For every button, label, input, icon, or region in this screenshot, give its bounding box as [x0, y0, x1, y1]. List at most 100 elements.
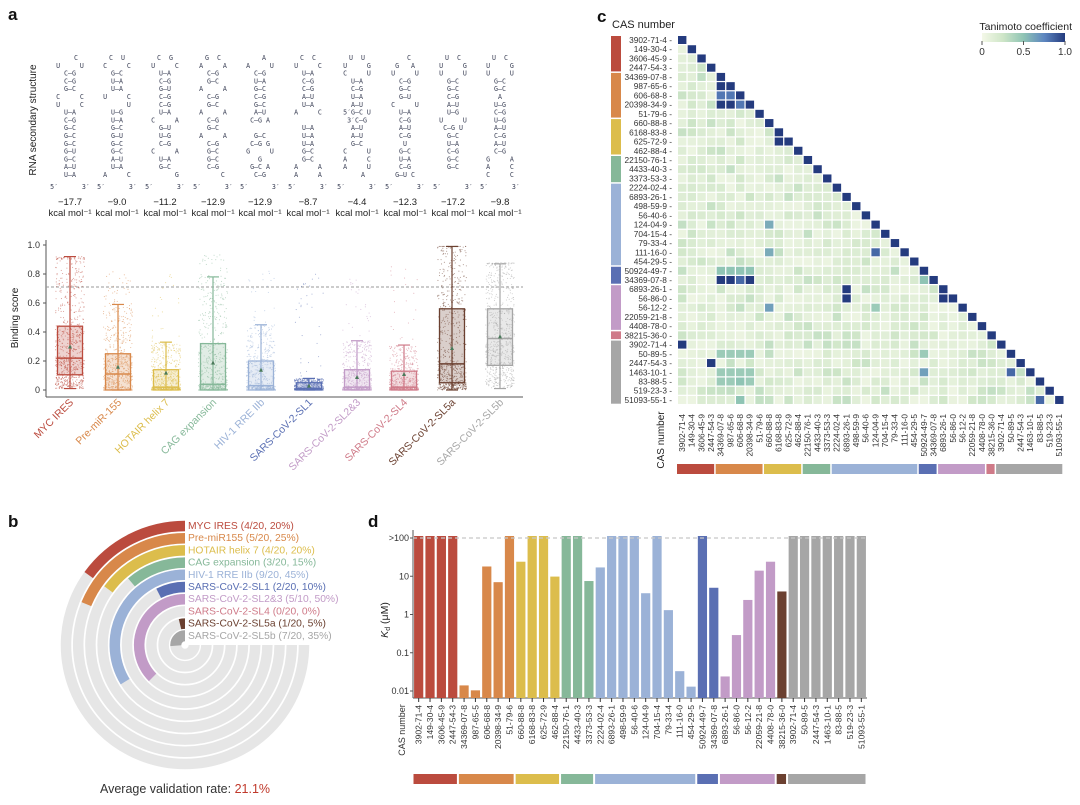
score-point — [364, 344, 367, 346]
score-point — [74, 376, 76, 378]
score-point — [270, 354, 272, 356]
score-point — [350, 346, 352, 348]
score-point — [103, 310, 105, 312]
score-point — [367, 365, 369, 367]
score-point — [359, 352, 361, 354]
score-point — [300, 380, 302, 382]
score-point — [123, 335, 125, 337]
score-point — [301, 285, 303, 288]
score-point — [342, 388, 344, 390]
score-point — [64, 330, 66, 332]
score-point — [274, 369, 276, 371]
rna-base-row: U–G — [494, 101, 506, 109]
score-point — [61, 281, 63, 283]
score-point — [56, 387, 58, 389]
score-point — [246, 356, 248, 358]
score-point — [178, 335, 180, 337]
score-point — [75, 271, 77, 273]
score-point — [355, 279, 357, 281]
score-point — [108, 282, 110, 284]
score-point — [63, 310, 65, 312]
score-point — [123, 322, 125, 324]
score-point — [77, 316, 79, 318]
score-point — [211, 258, 213, 261]
score-point — [78, 376, 80, 378]
score-point — [217, 303, 219, 306]
score-point — [257, 346, 260, 348]
score-point — [55, 383, 57, 385]
score-point — [179, 389, 182, 391]
score-point — [79, 384, 81, 386]
score-point — [359, 335, 361, 337]
rna-base-row: U–A — [111, 163, 123, 171]
score-point — [109, 344, 111, 346]
score-point — [156, 351, 158, 354]
score-point — [115, 326, 117, 328]
score-point — [266, 353, 268, 355]
score-point — [122, 331, 124, 333]
score-point — [305, 370, 308, 372]
score-point — [370, 348, 372, 350]
score-point — [74, 362, 76, 364]
score-point — [263, 333, 265, 335]
score-point — [365, 304, 367, 306]
score-point — [362, 353, 364, 355]
score-point — [73, 277, 75, 279]
score-point — [171, 349, 173, 351]
score-point — [269, 349, 271, 351]
score-point — [171, 354, 173, 356]
y-tick-label: 1.0 — [27, 240, 40, 250]
score-point — [207, 292, 209, 294]
score-point — [160, 361, 162, 363]
score-point — [77, 331, 79, 333]
score-point — [203, 322, 205, 324]
rna-base-row: C–G — [447, 93, 459, 101]
rna-base-row: G–C — [447, 85, 459, 93]
score-point — [305, 381, 307, 383]
score-point — [66, 321, 68, 323]
score-point — [254, 317, 256, 319]
score-point — [74, 272, 76, 274]
score-point — [322, 292, 324, 294]
panel-label-c: c — [597, 7, 606, 26]
score-point — [318, 380, 320, 382]
rna-base-row: C–G — [302, 77, 314, 85]
score-point — [66, 281, 68, 283]
score-point — [348, 356, 350, 358]
score-point — [346, 358, 348, 361]
score-point — [60, 310, 62, 313]
score-point — [74, 371, 76, 373]
score-point — [107, 329, 109, 331]
score-point — [82, 310, 84, 312]
rna-base-row: C–G — [159, 140, 171, 148]
score-point — [74, 369, 76, 371]
score-point — [121, 342, 123, 345]
rna-base-row: G–U — [159, 85, 171, 93]
score-point — [306, 295, 308, 297]
score-point — [75, 349, 77, 351]
score-point — [343, 356, 345, 358]
score-point — [198, 365, 200, 367]
rna-base-row: U G — [486, 62, 514, 70]
score-point — [274, 363, 276, 365]
score-point — [220, 315, 222, 318]
score-point — [161, 347, 164, 349]
score-point — [172, 284, 174, 286]
score-point — [123, 349, 125, 351]
score-point — [366, 345, 368, 347]
score-point — [226, 351, 228, 353]
score-point — [83, 322, 85, 324]
score-point — [203, 319, 205, 321]
score-point — [248, 339, 250, 341]
score-point — [63, 372, 65, 374]
rna-base-row: G–U — [64, 148, 76, 156]
score-point — [168, 355, 170, 357]
rna-base-row: U–A — [351, 93, 363, 101]
rna-base-row: G–U — [399, 93, 411, 101]
score-point — [299, 372, 302, 374]
rna-base-row: A U — [343, 163, 371, 171]
score-point — [203, 289, 205, 291]
score-point — [217, 311, 219, 313]
rna-base-row: G — [258, 155, 262, 163]
